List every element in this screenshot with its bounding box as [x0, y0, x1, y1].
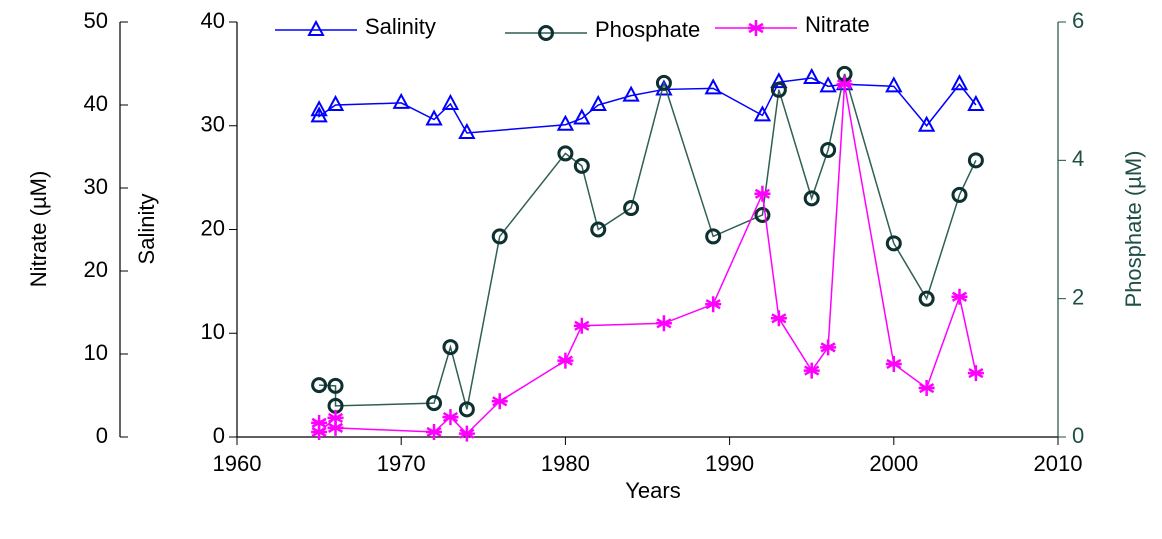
marker-triangle — [917, 115, 936, 132]
marker-circle — [820, 141, 837, 158]
y3-tick-label: 20 — [84, 257, 108, 282]
marker-triangle — [441, 93, 460, 110]
y3-axis-title: Nitrate (µM) — [26, 171, 51, 288]
marker-asterisk — [967, 365, 984, 382]
marker-triangle — [885, 76, 903, 93]
y3-tick-label: 40 — [84, 91, 108, 116]
marker-circle — [557, 145, 574, 162]
x-tick-label: 1990 — [705, 451, 754, 476]
marker-triangle — [589, 94, 607, 111]
y3-tick-label: 0 — [96, 423, 108, 448]
legend-item: Nitrate — [715, 12, 870, 37]
marker-triangle — [950, 74, 969, 91]
marker-triangle — [310, 100, 328, 117]
marker-asterisk — [820, 339, 837, 356]
series-line — [318, 77, 977, 134]
series-line — [319, 73, 977, 410]
marker-circle — [705, 228, 722, 245]
y-tick-label: 0 — [213, 423, 225, 448]
x-tick-label: 2010 — [1034, 451, 1083, 476]
marker-circle — [442, 339, 459, 356]
marker-circle — [573, 157, 590, 174]
marker-triangle — [326, 94, 345, 111]
y-tick-label: 20 — [201, 215, 225, 240]
marker-asterisk — [442, 409, 459, 426]
y3-tick-label: 50 — [84, 8, 108, 33]
marker-asterisk — [311, 414, 328, 431]
marker-triangle — [458, 122, 476, 140]
marker-circle — [623, 200, 640, 217]
marker-circle — [538, 25, 554, 41]
y-tick-label: 10 — [201, 319, 225, 344]
marker-circle — [951, 186, 968, 203]
marker-asterisk — [327, 419, 344, 436]
marker-triangle — [753, 105, 772, 122]
marker-triangle — [392, 92, 410, 109]
marker-circle — [754, 206, 771, 223]
x-axis-title: Years — [625, 478, 680, 503]
marker-circle — [655, 74, 672, 91]
marker-asterisk — [557, 352, 574, 369]
marker-asterisk — [458, 425, 475, 442]
marker-asterisk — [754, 185, 771, 202]
y-axis-title: Salinity — [134, 194, 159, 265]
marker-asterisk — [918, 380, 935, 397]
y2-tick-label: 6 — [1072, 8, 1084, 33]
marker-asterisk — [748, 20, 764, 36]
marker-circle — [426, 395, 443, 412]
marker-circle — [458, 401, 475, 418]
marker-triangle — [803, 67, 821, 85]
legend-label: Phosphate — [595, 17, 700, 42]
y2-tick-label: 0 — [1072, 423, 1084, 448]
marker-triangle — [967, 94, 985, 111]
y-tick-label: 30 — [201, 112, 225, 137]
y2-tick-label: 2 — [1072, 284, 1084, 309]
marker-asterisk — [311, 424, 328, 441]
marker-triangle — [556, 114, 575, 131]
y3-tick-label: 10 — [84, 340, 108, 365]
y-tick-label: 40 — [201, 8, 225, 33]
marker-circle — [967, 152, 984, 169]
marker-circle — [885, 235, 902, 252]
marker-triangle — [425, 109, 443, 126]
marker-asterisk — [573, 317, 590, 334]
marker-asterisk — [770, 310, 787, 327]
x-tick-label: 1960 — [213, 451, 262, 476]
marker-triangle — [819, 76, 837, 93]
marker-triangle — [770, 72, 788, 89]
y2-axis-title: Phosphate (µM) — [1121, 151, 1146, 308]
marker-triangle — [307, 19, 325, 36]
y3-tick-label: 30 — [84, 174, 108, 199]
marker-circle — [770, 81, 787, 98]
y2-tick-label: 4 — [1072, 146, 1084, 171]
marker-asterisk — [885, 355, 902, 372]
marker-circle — [327, 377, 344, 394]
marker-asterisk — [327, 409, 344, 426]
marker-triangle — [310, 106, 328, 123]
marker-asterisk — [426, 424, 443, 441]
legend-label: Salinity — [365, 14, 436, 39]
marker-circle — [918, 290, 935, 307]
marker-triangle — [622, 85, 640, 102]
marker-asterisk — [705, 296, 722, 313]
legend-item: Salinity — [275, 14, 436, 39]
marker-asterisk — [836, 76, 853, 93]
marker-circle — [590, 221, 607, 238]
marker-asterisk — [491, 393, 508, 410]
marker-triangle — [704, 78, 722, 95]
legend-item: Phosphate — [505, 17, 700, 42]
series-line — [318, 84, 977, 435]
x-tick-label: 2000 — [869, 451, 918, 476]
marker-triangle — [573, 108, 591, 125]
marker-asterisk — [655, 315, 672, 332]
marker-circle — [491, 228, 508, 245]
legend-label: Nitrate — [805, 12, 870, 37]
marker-asterisk — [951, 288, 968, 305]
marker-circle — [311, 377, 328, 394]
marker-asterisk — [803, 362, 820, 379]
marker-circle — [803, 190, 820, 207]
x-tick-label: 1970 — [377, 451, 426, 476]
x-tick-label: 1980 — [541, 451, 590, 476]
